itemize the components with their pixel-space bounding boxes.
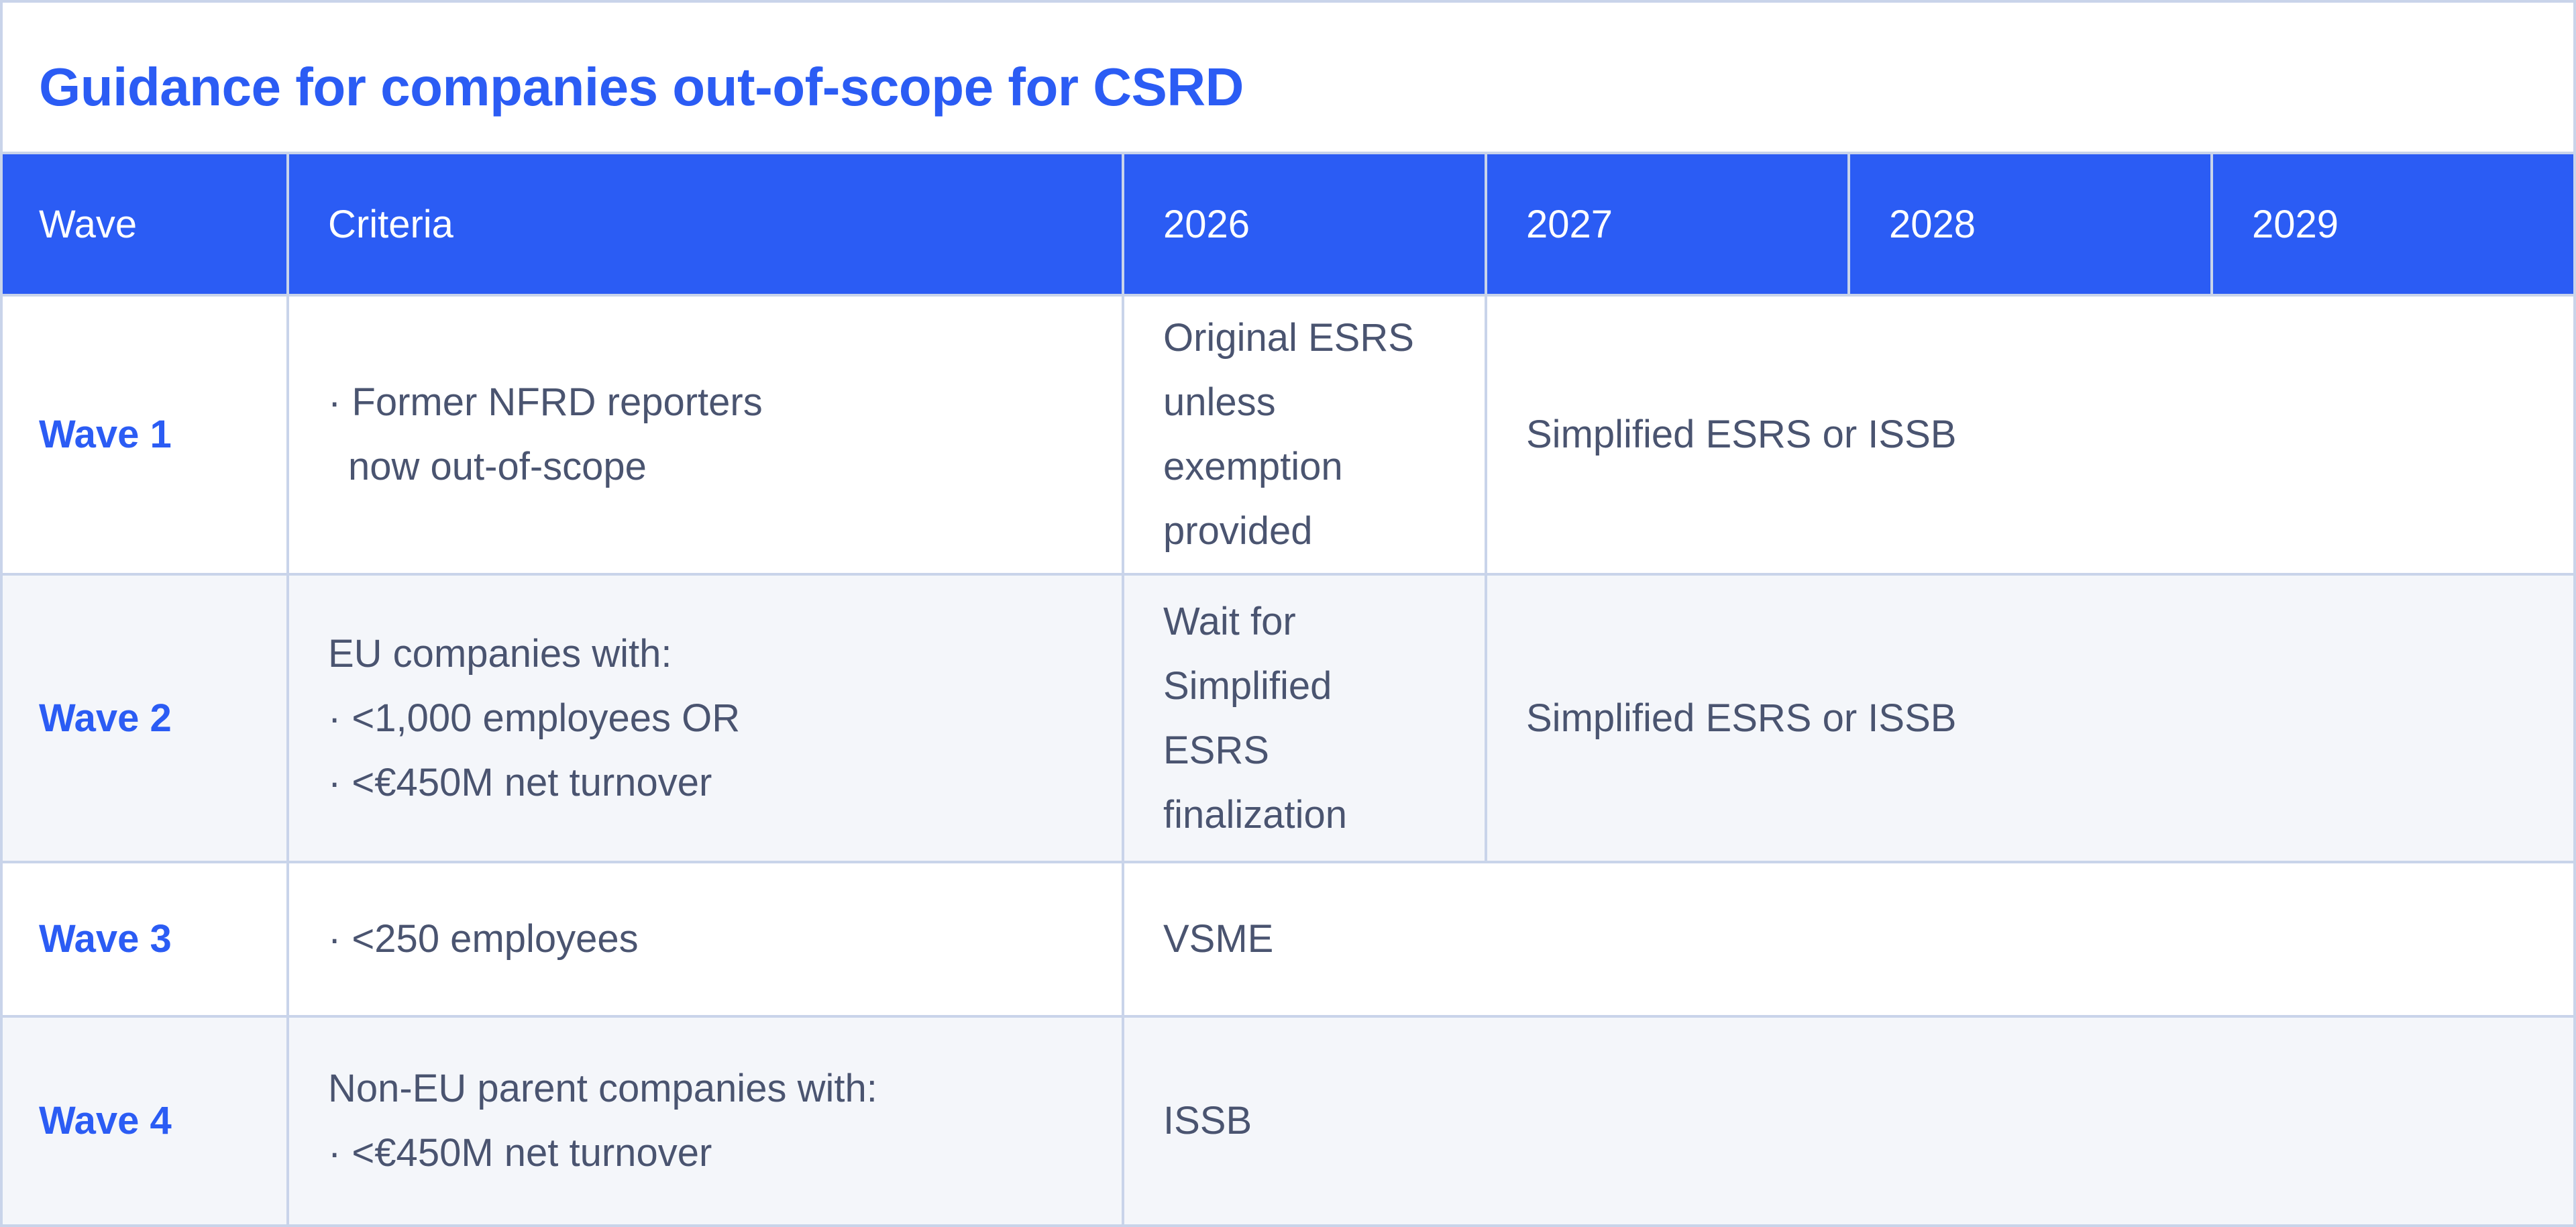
wave-label: Wave 2 xyxy=(3,573,289,863)
year-2026-cell: Wait for Simplified ESRS finalization xyxy=(1122,573,1487,863)
years-2026-2029-cell: VSME xyxy=(1122,861,2573,1018)
guidance-table: Wave Criteria 2026 2027 2028 2029 Wave 1… xyxy=(3,154,2573,1224)
header-2029: 2029 xyxy=(2210,154,2573,297)
cell-line: provided xyxy=(1163,509,1313,553)
title-bar: Guidance for companies out-of-scope for … xyxy=(3,3,2573,154)
table-row: Wave 3 · <250 employees VSME xyxy=(3,861,2573,1018)
criteria-cell: Non-EU parent companies with: · <€450M n… xyxy=(286,1015,1124,1224)
criteria-line: now out-of-scope xyxy=(348,445,647,488)
header-wave: Wave xyxy=(3,154,289,297)
table-row: Wave 1 · Former NFRD reporters now out-o… xyxy=(3,294,2573,576)
criteria-line: · <€450M net turnover xyxy=(328,1131,712,1175)
year-2026-cell: Original ESRS unless exemption provided xyxy=(1122,294,1487,576)
table-row: Wave 2 EU companies with: · <1,000 emplo… xyxy=(3,573,2573,863)
criteria-line: EU companies with: xyxy=(328,631,672,676)
cell-line: ESRS xyxy=(1163,728,1269,772)
years-2027-2029-cell: Simplified ESRS or ISSB xyxy=(1485,573,2573,863)
criteria-line: · <€450M net turnover xyxy=(328,760,712,804)
criteria-cell: · Former NFRD reporters now out-of-scope xyxy=(286,294,1124,576)
wave-label: Wave 4 xyxy=(3,1015,289,1224)
criteria-line: · <1,000 employees OR xyxy=(328,696,741,740)
years-2027-2029-cell: Simplified ESRS or ISSB xyxy=(1485,294,2573,576)
criteria-cell: · <250 employees xyxy=(286,861,1124,1018)
table-title: Guidance for companies out-of-scope for … xyxy=(39,57,1244,117)
criteria-line: · <250 employees xyxy=(328,917,639,961)
header-row: Wave Criteria 2026 2027 2028 2029 xyxy=(3,154,2573,297)
header-2026: 2026 xyxy=(1122,154,1487,297)
cell-line: exemption xyxy=(1163,445,1343,488)
cell-line: Original ESRS xyxy=(1163,316,1414,360)
header-criteria: Criteria xyxy=(286,154,1124,297)
wave-label: Wave 1 xyxy=(3,294,289,576)
cell-line: Wait for xyxy=(1163,599,1296,643)
wave-label: Wave 3 xyxy=(3,861,289,1018)
criteria-line: Non-EU parent companies with: xyxy=(328,1067,877,1110)
cell-line: finalization xyxy=(1163,792,1348,837)
cell-line: Simplified xyxy=(1163,663,1332,708)
criteria-line: · Former NFRD reporters xyxy=(328,380,763,424)
header-2027: 2027 xyxy=(1485,154,1850,297)
header-2028: 2028 xyxy=(1847,154,2213,297)
cell-line: unless xyxy=(1163,380,1276,424)
criteria-cell: EU companies with: · <1,000 employees OR… xyxy=(286,573,1124,863)
table-row: Wave 4 Non-EU parent companies with: · <… xyxy=(3,1015,2573,1224)
years-2026-2029-cell: ISSB xyxy=(1122,1015,2573,1224)
